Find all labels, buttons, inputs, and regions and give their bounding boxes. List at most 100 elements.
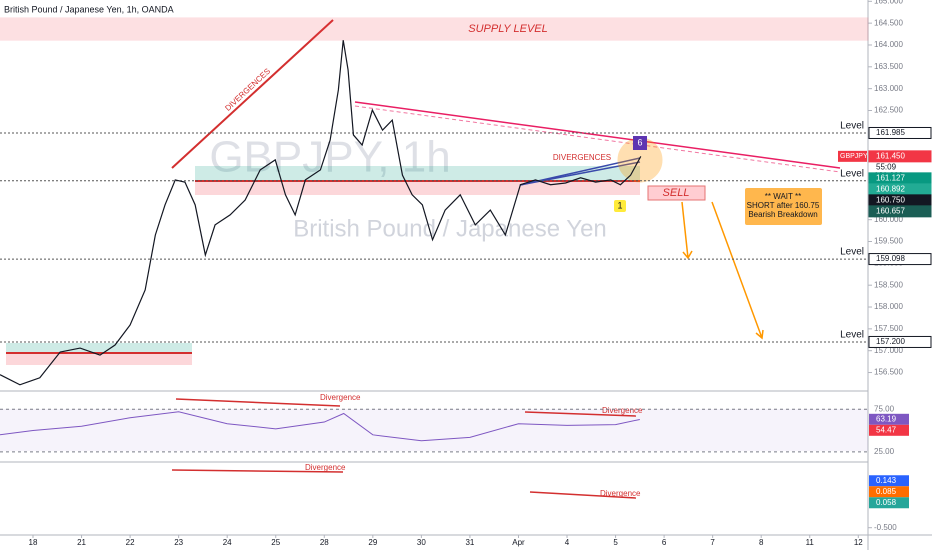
trendline [354, 101, 841, 169]
price-tag-label: 157.200 [876, 337, 905, 346]
divergence-line [171, 19, 334, 169]
level-label: Level [840, 330, 864, 341]
price-tag-label: 161.985 [876, 128, 905, 137]
price-tag [868, 253, 932, 266]
x-tick-label: Apr [512, 538, 525, 547]
macd-divergence-label: Divergence [305, 463, 346, 472]
macd-tag-label: 0.085 [876, 487, 897, 496]
trendline-dashed [354, 105, 841, 173]
level-label: Level [840, 168, 864, 179]
y-tick-label: 164.000 [874, 40, 903, 49]
note-line: Bearish Breakdown [748, 210, 817, 219]
rsi-tag [869, 424, 909, 436]
macd-divergence-label: Divergence [600, 489, 641, 498]
y-tick-label: 156.500 [874, 368, 903, 377]
divergence-label: DIVERGENCES [553, 153, 611, 162]
zone-green-old [6, 343, 192, 353]
macd-divergence-line [171, 469, 344, 473]
macd-tag [869, 486, 909, 498]
macd-tag-label: 0.058 [876, 498, 897, 507]
arrow [681, 201, 693, 260]
price-line [0, 40, 642, 386]
rsi-line [0, 411, 640, 442]
marker-1 [614, 200, 626, 212]
x-tick-label: 5 [613, 538, 618, 547]
macd-tag [869, 497, 909, 509]
x-tick-label: 29 [368, 538, 377, 547]
x-tick-label: 12 [854, 538, 863, 547]
price-tag [868, 205, 932, 218]
y-tick-label: 163.000 [874, 84, 903, 93]
y-tick-label: 162.500 [874, 106, 903, 115]
y-tick-label: 160.000 [874, 215, 903, 224]
x-tick-label: 8 [759, 538, 764, 547]
rsi-divergence-line [524, 411, 637, 417]
price-tag [868, 335, 932, 348]
y-tick-label: 165.000 [874, 0, 903, 5]
y-tick-label: 157.000 [874, 346, 903, 355]
supply-zone [0, 17, 869, 41]
rsi-band [0, 409, 868, 451]
price-tag-label: 161.450 [876, 151, 905, 160]
macd-divergence-line [529, 491, 637, 499]
price-tag-label: 160.657 [876, 206, 905, 215]
y-tick-label: 158.000 [874, 302, 903, 311]
x-tick-label: 23 [174, 538, 183, 547]
marker-6 [633, 136, 647, 150]
y-tick-label: 159.500 [874, 237, 903, 246]
symbol-tag [838, 150, 867, 162]
x-tick-label: 24 [223, 538, 232, 547]
sell-text: SELL [663, 187, 690, 199]
price-tag-label: 160.750 [876, 195, 905, 204]
x-tick-label: 21 [77, 538, 86, 547]
rsi-tag [869, 413, 909, 425]
supply-label: SUPPLY LEVEL [468, 23, 548, 35]
sell-box [647, 185, 706, 201]
rsi-tag-label: 54.47 [876, 425, 897, 434]
x-tick-label: 18 [29, 538, 38, 547]
note-box [745, 188, 822, 225]
y-tick-label: 157.500 [874, 324, 903, 333]
price-tag-label: 159.098 [876, 254, 905, 263]
rsi-divergence-label: Divergence [320, 393, 361, 402]
arrow [711, 201, 764, 340]
rsi-tick-label: 25.00 [874, 447, 895, 456]
y-tick-label: 163.500 [874, 62, 903, 71]
price-tag-label: 161.127 [876, 173, 905, 182]
rsi-tick-label: 75.00 [874, 404, 895, 413]
level-label: Level [840, 121, 864, 132]
macd-tag [869, 475, 909, 487]
macd-tag-label: 0.143 [876, 476, 897, 485]
y-tick-label: 158.500 [874, 280, 903, 289]
x-tick-label: 30 [417, 538, 426, 547]
zone-red [195, 181, 640, 195]
x-tick-label: 4 [565, 538, 570, 547]
note-line: ** WAIT ** [765, 192, 801, 201]
x-tick-label: 11 [806, 538, 815, 547]
macd-tick-label: -0.500 [874, 523, 897, 532]
marker-6-text: 6 [637, 137, 642, 147]
rsi-divergence-label: Divergence [602, 406, 643, 415]
header-title: British Pound / Japanese Yen, 1h, OANDA [4, 4, 174, 14]
countdown: 55:09 [876, 162, 897, 171]
x-tick-label: 22 [126, 538, 135, 547]
x-tick-label: 25 [271, 538, 280, 547]
y-tick-label: 164.500 [874, 18, 903, 27]
note-line: SHORT after 160.75 [747, 201, 820, 210]
x-tick-label: 28 [320, 538, 329, 547]
rsi-tag-label: 63.19 [876, 414, 897, 423]
level-label: Level [840, 247, 864, 258]
watermark-name: British Pound / Japanese Yen [293, 215, 607, 242]
rsi-divergence-line [175, 398, 341, 407]
price-tag [868, 150, 932, 163]
x-tick-label: 7 [710, 538, 715, 547]
symbol-tag-label: GBPJPY [840, 153, 868, 160]
x-tick-label: 6 [662, 538, 667, 547]
x-tick-label: 31 [465, 538, 474, 547]
price-tag [868, 126, 932, 139]
price-tag-label: 160.892 [876, 184, 905, 193]
demand-zone-green [195, 166, 640, 181]
marker-1-text: 1 [617, 200, 622, 210]
